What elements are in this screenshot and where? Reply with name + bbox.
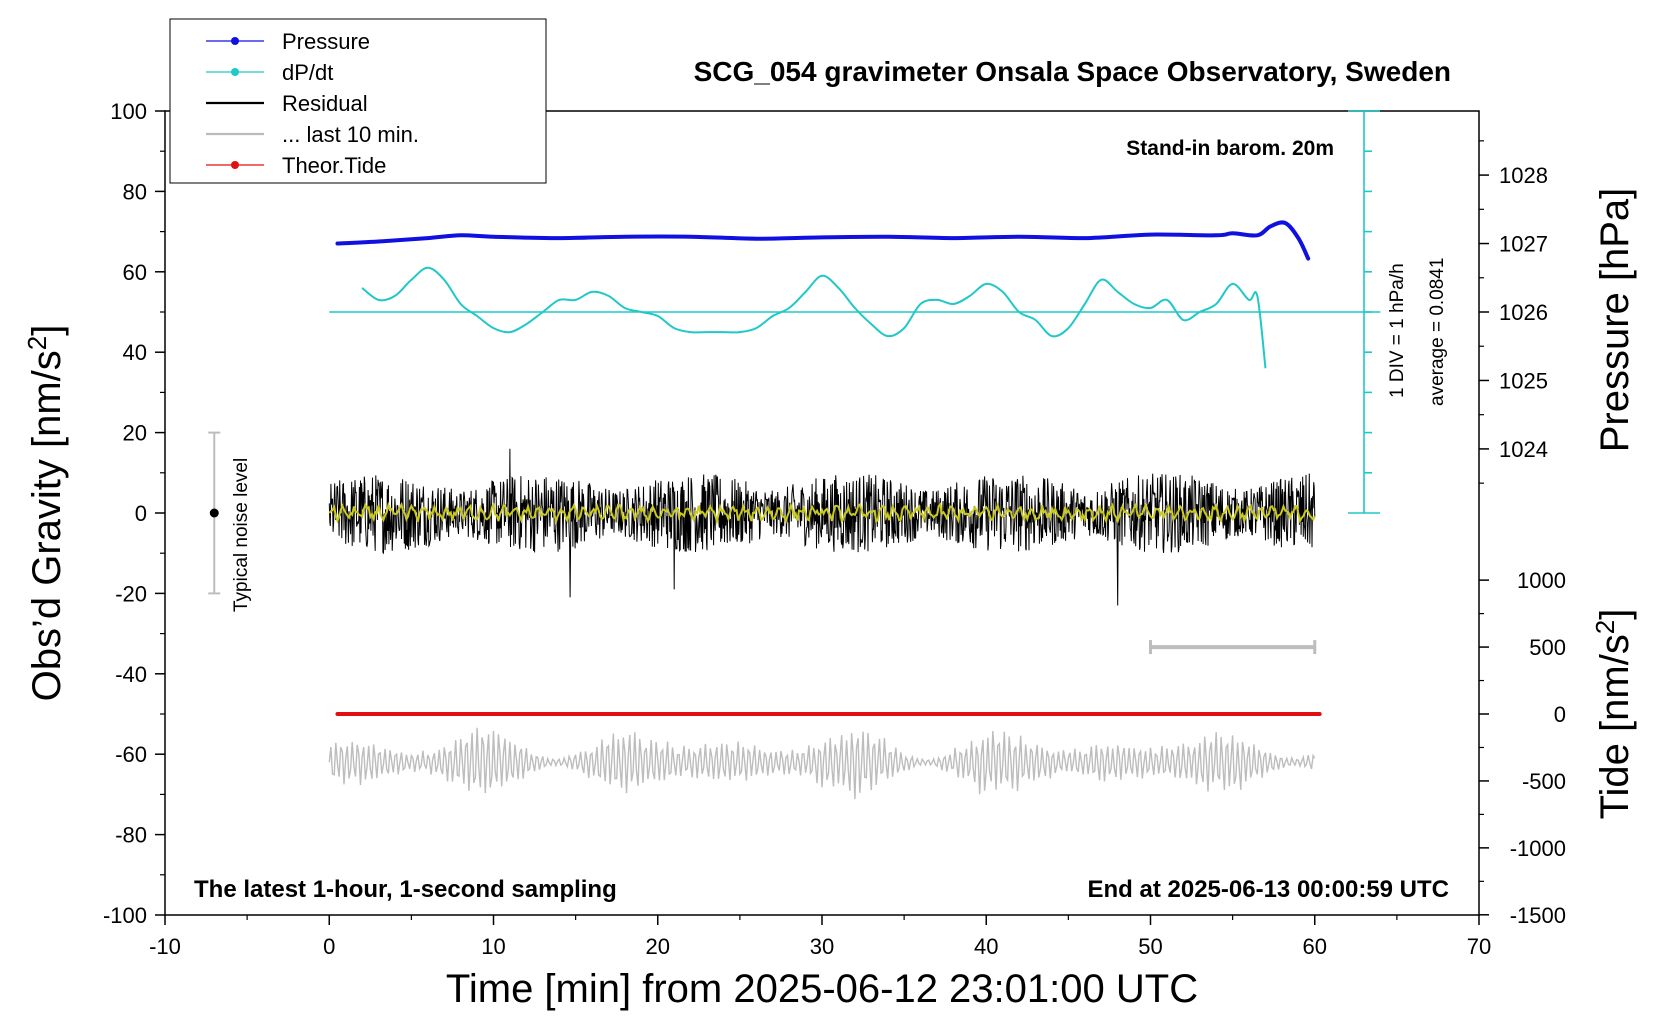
x-axis-ticks: -10 0 10 20 30 40 50 60 70 [149, 915, 1491, 959]
pressure-tick-label: 1025 [1499, 368, 1548, 393]
legend-swatch-dot [231, 37, 239, 45]
reference-bars [208, 110, 1381, 655]
residual-smooth-line [328, 501, 1316, 526]
latest-annotation: The latest 1-hour, 1-second sampling [194, 876, 617, 903]
y-tick-label: 80 [123, 179, 147, 204]
y-tick-label: 0 [135, 501, 147, 526]
pressure-axis-title: Pressure [hPa] [1593, 188, 1637, 453]
pressure-tick-label: 1027 [1499, 232, 1548, 257]
pressure-tick-label: 1028 [1499, 163, 1548, 188]
y-axis-title: Obs’d Gravity [nm/s2] [22, 325, 69, 702]
y-tick-label: 100 [110, 99, 147, 124]
div-scale-annotation: 1 DIV = 1 hPa/h [1387, 263, 1408, 398]
tide-tick-label: 1000 [1517, 568, 1566, 593]
x-axis-title: Time [min] from 2025-06-12 23:01:00 UTC [446, 967, 1198, 1011]
pressure-axis-ticks: 1028 1027 1026 1025 1024 [1479, 140, 1548, 484]
noise-annotation: Typical noise level [231, 458, 252, 612]
last10-line [328, 727, 1316, 800]
residual-smooth-series [328, 501, 1316, 526]
x-tick-label: 70 [1467, 934, 1491, 959]
x-tick-label: 40 [974, 934, 998, 959]
average-annotation: average = 0.0841 [1427, 258, 1448, 406]
y-tick-label: -60 [115, 742, 147, 767]
y-axis-title-main: Obs’d Gravity [nm/s [25, 350, 69, 701]
y-tick-label: 60 [123, 260, 147, 285]
pressure-series [335, 220, 1311, 261]
tide-axis-ticks: 1000 500 0 -500 -1000 -1500 [1479, 568, 1566, 928]
tide-axis-title-main: Tide [nm/s [1593, 634, 1637, 819]
y-tick-label: 40 [123, 340, 147, 365]
end-at-annotation: End at 2025-06-13 00:00:59 UTC [1088, 876, 1450, 903]
legend: Pressure dP/dt Residual ... last 10 min. The… [169, 18, 547, 184]
y-tick-label: -100 [103, 903, 147, 928]
x-tick-label: 30 [810, 934, 834, 959]
legend-label: ... last 10 min. [282, 122, 419, 147]
y-axis-ticks: 100 80 60 40 20 0 -20 -40 -60 -80 -100 [103, 99, 165, 928]
y-axis-title-end: ] [25, 325, 69, 336]
dpdt-line [361, 266, 1267, 369]
pressure-tick-label: 1026 [1499, 300, 1548, 325]
tide-axis-title-end: ] [1593, 609, 1637, 620]
x-tick-label: 20 [646, 934, 670, 959]
legend-swatch-dot [231, 68, 239, 76]
residual-series [328, 448, 1316, 606]
pressure-line [335, 220, 1311, 261]
tide-tick-label: -1500 [1510, 903, 1566, 928]
legend-label: Pressure [282, 29, 370, 54]
y-tick-label: -20 [115, 581, 147, 606]
y-tick-label: 20 [123, 421, 147, 446]
x-tick-label: 60 [1303, 934, 1327, 959]
tide-axis-title: Tide [nm/s2] [1590, 609, 1637, 820]
tide-tick-label: -1000 [1510, 836, 1566, 861]
residual-line [328, 448, 1316, 606]
y-axis-title-sup: 2 [22, 336, 52, 350]
tide-axis-title-sup: 2 [1590, 620, 1620, 634]
x-tick-label: 0 [323, 934, 335, 959]
noise-bar-center [209, 508, 219, 518]
x-tick-label: -10 [149, 934, 181, 959]
tide-tick-label: 0 [1554, 702, 1566, 727]
chart-title: SCG_054 gravimeter Onsala Space Observat… [694, 56, 1451, 87]
x-tick-label: 50 [1138, 934, 1162, 959]
last10-series [328, 727, 1316, 800]
y-tick-label: -80 [115, 823, 147, 848]
legend-items: Pressure dP/dt Residual ... last 10 min. The… [206, 29, 419, 178]
dpdt-series [329, 266, 1381, 369]
legend-swatch-dot [231, 161, 239, 169]
tide-tick-label: 500 [1529, 635, 1566, 660]
x-tick-label: 10 [481, 934, 505, 959]
legend-box [169, 18, 547, 184]
legend-label: dP/dt [282, 60, 333, 85]
y-tick-label: -40 [115, 662, 147, 687]
legend-label: Residual [282, 91, 368, 116]
tide-tick-label: -500 [1522, 769, 1566, 794]
legend-label: Theor.Tide [282, 153, 386, 178]
pressure-tick-label: 1024 [1499, 437, 1548, 462]
stand-in-annotation: Stand-in barom. 20m [1126, 137, 1334, 160]
